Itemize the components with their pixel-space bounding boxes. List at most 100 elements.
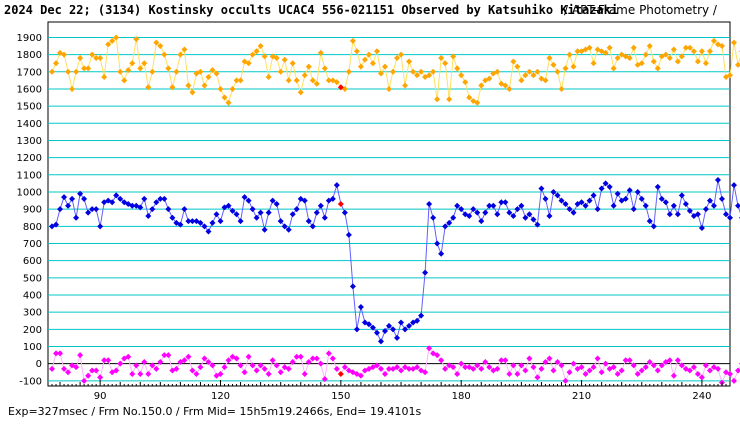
difference-point: [698, 374, 705, 381]
target-point: [558, 197, 565, 204]
difference-point: [237, 362, 244, 369]
difference-point: [373, 362, 380, 369]
difference-point: [153, 365, 160, 372]
difference-point: [313, 355, 320, 362]
y-tick-label: 800: [23, 222, 42, 233]
x-axis-ticks: 90 120 150 180 210 240: [47, 380, 731, 402]
comparison-point: [361, 56, 368, 63]
comparison-point: [735, 61, 740, 68]
comparison-point: [534, 68, 541, 75]
comparison-point: [245, 60, 252, 67]
difference-point: [434, 352, 441, 359]
difference-point: [225, 357, 232, 364]
difference-point: [638, 367, 645, 374]
comparison-point: [406, 58, 413, 65]
target-point: [333, 182, 340, 189]
target-point: [213, 211, 220, 218]
target-point: [293, 206, 300, 213]
comparison-point: [161, 51, 168, 58]
difference-point: [686, 367, 693, 374]
comparison-point: [381, 63, 388, 70]
comparison-point: [438, 55, 445, 62]
target-point: [698, 225, 705, 232]
target-point: [546, 213, 553, 220]
footer-info: Exp=327msec / Frm No.150.0 / Frm Mid= 15…: [8, 405, 421, 418]
comparison-point: [590, 60, 597, 67]
difference-point: [386, 365, 392, 372]
target-point: [117, 195, 124, 202]
target-point: [714, 176, 721, 183]
difference-point: [566, 369, 573, 376]
target-point: [153, 199, 160, 206]
comparison-point: [145, 84, 152, 91]
comparison-point: [626, 55, 633, 62]
difference-point: [81, 377, 88, 384]
comparison-point: [510, 58, 517, 65]
comparison-point: [630, 44, 637, 51]
comparison-point: [229, 85, 236, 92]
comparison-point: [373, 48, 380, 55]
comparison-point: [546, 55, 553, 62]
difference-point: [470, 365, 477, 372]
difference-point: [590, 364, 597, 371]
comparison-point: [53, 60, 60, 67]
target-point: [61, 194, 68, 201]
target-point: [201, 223, 208, 230]
comparison-point: [105, 41, 112, 48]
target-point: [145, 213, 152, 220]
comparison-point: [237, 77, 244, 84]
target-point: [321, 214, 328, 221]
target-point: [578, 199, 585, 206]
target-point: [369, 324, 376, 331]
comparison-point: [678, 53, 685, 60]
difference-point: [450, 364, 457, 371]
target-point: [710, 202, 717, 209]
comparison-point: [181, 46, 188, 53]
target-point: [718, 195, 725, 202]
comparison-point: [486, 75, 493, 82]
comparison-point: [197, 68, 204, 75]
comparison-point: [209, 67, 216, 74]
target-point: [406, 322, 413, 329]
comparison-point: [526, 68, 533, 75]
target-point: [426, 201, 433, 207]
difference-point: [678, 362, 685, 369]
comparison-point: [85, 65, 92, 72]
target-point: [735, 202, 740, 209]
target-point: [534, 221, 541, 228]
comparison-point: [550, 61, 557, 68]
difference-point: [185, 353, 192, 360]
target-point: [281, 223, 288, 230]
target-point: [626, 187, 633, 194]
comparison-point: [293, 77, 300, 84]
target-point: [177, 221, 184, 228]
difference-point: [542, 358, 549, 365]
target-point: [602, 180, 609, 187]
comparison-point: [133, 36, 140, 43]
target-point: [474, 209, 481, 216]
target-point: [702, 206, 709, 213]
target-point: [638, 195, 645, 202]
comparison-point: [177, 51, 184, 58]
target-point: [422, 269, 429, 276]
comparison-point: [97, 55, 104, 62]
target-point: [610, 202, 617, 209]
comparison-point: [101, 73, 108, 80]
difference-point: [626, 357, 633, 364]
comparison-point: [321, 65, 328, 72]
y-tick-label: 1000: [17, 187, 42, 198]
difference-point: [426, 345, 433, 352]
target-point: [634, 188, 641, 195]
x-tick-label: 120: [211, 391, 230, 402]
comparison-point: [530, 72, 537, 79]
target-point: [526, 211, 533, 218]
comparison-point: [297, 89, 304, 96]
difference-point: [474, 362, 481, 369]
comparison-point: [73, 68, 80, 75]
comparison-point: [109, 37, 116, 44]
difference-point: [73, 364, 80, 371]
comparison-point: [357, 63, 364, 70]
difference-point: [646, 358, 653, 365]
comparison-point: [558, 85, 565, 92]
difference-point: [502, 357, 509, 364]
